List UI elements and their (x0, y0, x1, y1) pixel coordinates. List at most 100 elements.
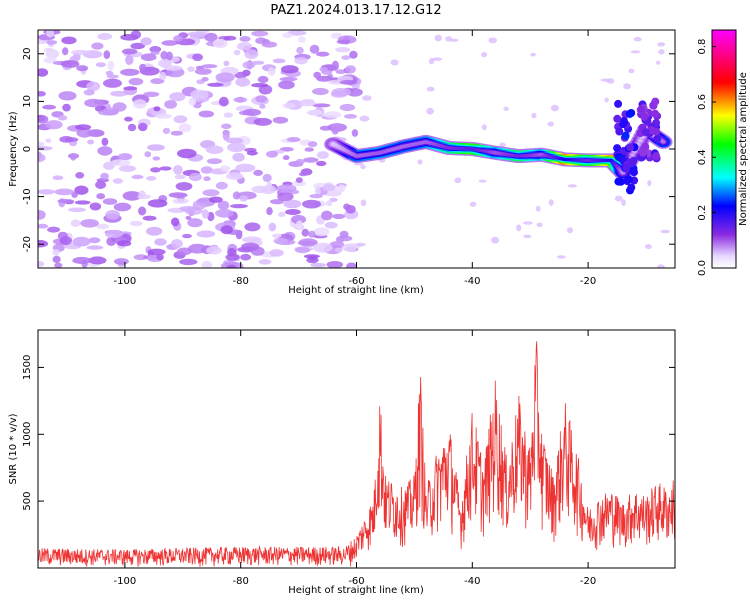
heatmap-noise-blob (339, 79, 358, 85)
heatmap-noise-blob (158, 59, 172, 68)
heatmap-noise-blob (88, 256, 107, 265)
heatmap-noise-blob (235, 163, 256, 173)
heatmap-noise-blob (309, 194, 323, 199)
heatmap-noise-blob (212, 38, 228, 49)
heatmap-noise-blob (138, 190, 146, 199)
heatmap-speck (566, 227, 574, 234)
x-tick-label: -100 (114, 276, 137, 287)
heatmap-noise-blob (201, 209, 209, 219)
heatmap-noise-blob (159, 71, 167, 81)
heatmap-speck (445, 36, 453, 42)
y-tick-label: 20 (22, 47, 33, 60)
x-tick-label: -80 (233, 276, 249, 287)
heatmap-spread-mark (640, 112, 649, 121)
heatmap-noise-blob (343, 203, 351, 210)
heatmap-noise-blob (102, 198, 118, 205)
heatmap-noise-blob (217, 200, 230, 210)
heatmap-speck (390, 59, 399, 66)
heatmap-noise-blob (336, 236, 345, 244)
heatmap-noise-blob (38, 91, 46, 97)
heatmap-noise-blob (58, 91, 77, 101)
heatmap-noise-blob (118, 165, 136, 173)
heatmap-noise-blob (96, 223, 109, 230)
heatmap-noise-blob (223, 112, 233, 118)
heatmap-noise-blob (351, 129, 359, 137)
heatmap-speck (614, 195, 623, 202)
heatmap-noise-blob (312, 87, 329, 96)
heatmap-noise-blob (147, 199, 168, 208)
heatmap-noise-blob (351, 83, 360, 89)
heatmap-noise-blob (345, 65, 356, 74)
heatmap-noise-blob (257, 75, 269, 84)
heatmap-noise-blob (152, 156, 161, 161)
heatmap-noise-blob (60, 60, 80, 68)
heatmap-noise-blob (196, 230, 216, 238)
heatmap-noise-blob (162, 127, 171, 135)
heatmap-speck (523, 234, 532, 239)
chart-title: PAZ1.2024.013.17.12.G12 (270, 3, 441, 18)
heatmap-noise-blob (42, 104, 56, 110)
heatmap-noise-blob (86, 81, 101, 92)
heatmap-x-ticks: -100 -80 -60 -40 -20 (114, 30, 596, 287)
heatmap-noise-blob (188, 172, 202, 182)
heatmap-speck (621, 199, 626, 207)
y-tick-label: 500 (22, 492, 33, 511)
snr-y-axis-label: SNR (10 * v/v) (8, 413, 19, 484)
heatmap-noise-blob (88, 237, 101, 244)
heatmap-spread-mark (653, 134, 662, 143)
heatmap-noise-blob (107, 60, 115, 71)
heatmap-noise-blob (130, 30, 142, 39)
heatmap-noise-blob (178, 123, 192, 133)
heatmap-noise-blob (113, 258, 129, 265)
heatmap-noise-blob (316, 75, 333, 82)
heatmap-speck (550, 104, 559, 112)
x-tick-label: -60 (348, 576, 364, 587)
heatmap-noise-blob (321, 210, 333, 221)
snr-frame (37, 329, 676, 569)
heatmap-noise-blob (87, 139, 95, 145)
heatmap-noise-blob (71, 49, 90, 55)
heatmap-noise-blob (190, 89, 209, 100)
heatmap-noise-blob (332, 213, 346, 220)
heatmap-noise-blob (177, 148, 197, 159)
heatmap-noise-blob (285, 209, 301, 215)
heatmap-noise-blob (146, 226, 163, 236)
heatmap-noise-blob (251, 83, 269, 88)
heatmap-noise-blob (262, 173, 272, 183)
heatmap-noise-blob (127, 123, 137, 132)
heatmap-noise-blob (235, 77, 251, 87)
heatmap-noise-blob (140, 53, 157, 61)
heatmap-noise-blob (223, 35, 237, 41)
heatmap-noise-blob (201, 64, 218, 69)
heatmap-speck (360, 164, 366, 170)
heatmap-speck (417, 159, 423, 165)
heatmap-noise-blob (304, 147, 314, 152)
heatmap-noise-blob (316, 160, 327, 167)
heatmap-noise-blob (171, 239, 183, 249)
heatmap-noise-blob (312, 103, 331, 108)
heatmap-speck (623, 83, 631, 90)
heatmap-noise-blob (280, 65, 299, 74)
heatmap-noise-blob (313, 242, 333, 253)
heatmap-y-axis-label: Frequency (Hz) (8, 111, 19, 187)
heatmap-noise-blob (46, 40, 58, 45)
heatmap-noise-blob (221, 123, 232, 130)
heatmap-spread-mark (629, 157, 638, 166)
heatmap-noise-blob (113, 202, 132, 212)
heatmap-noise-blob (156, 253, 164, 261)
heatmap-noise-blob (334, 247, 343, 253)
heatmap-speck (478, 179, 487, 183)
heatmap-noise-blob (242, 61, 256, 69)
heatmap-noise-blob (52, 175, 64, 180)
heatmap-noise-blob (112, 178, 124, 184)
heatmap-noise-blob (105, 70, 114, 76)
heatmap-noise-blob (282, 32, 293, 38)
heatmap-noise-blob (133, 99, 147, 109)
heatmap-speck (353, 162, 364, 166)
heatmap-noise-blob (124, 116, 133, 122)
heatmap-noise-blob (239, 195, 249, 202)
heatmap-noise-blob (75, 172, 85, 179)
heatmap-noise-blob (169, 92, 186, 102)
heatmap-noise-blob (331, 88, 352, 97)
colorbar: 0.0 0.2 0.4 0.6 0.8 Normalized spectral ampl… (697, 29, 749, 276)
